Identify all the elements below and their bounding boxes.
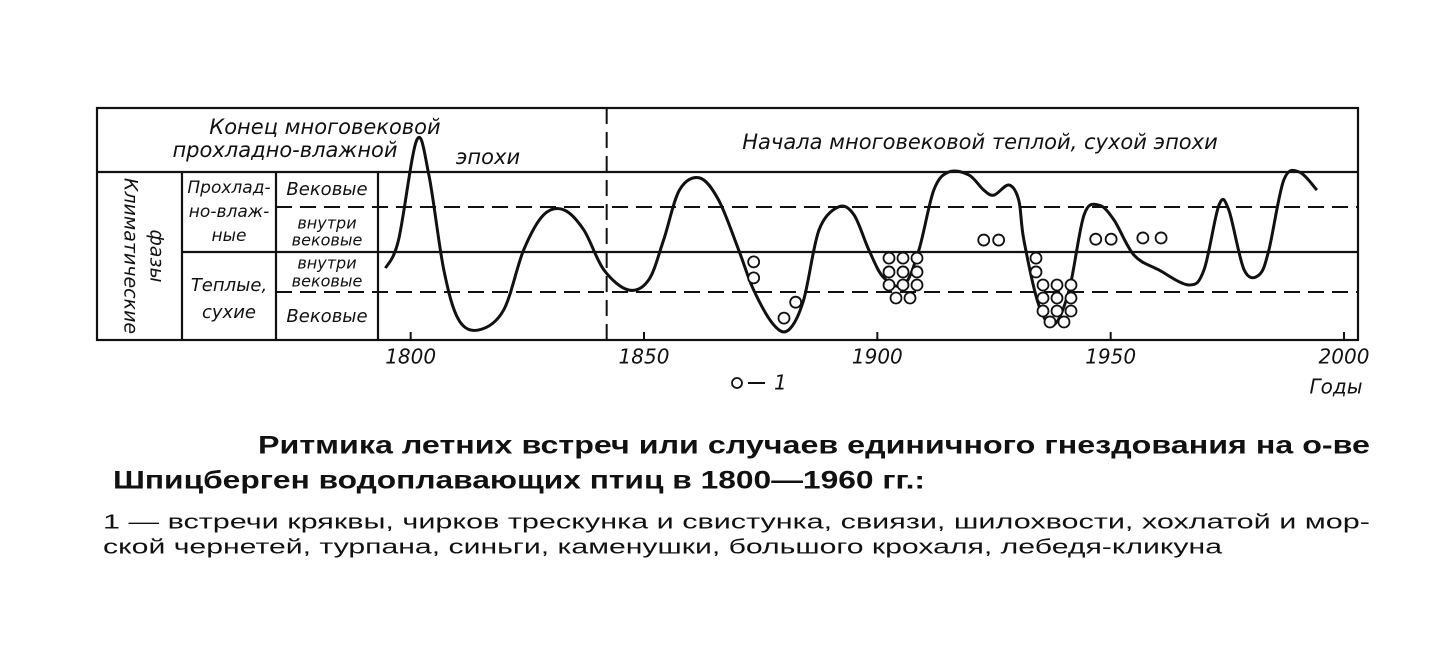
record-point — [1057, 315, 1071, 329]
header-right: Начала многовековой теплой, сухой эпохи — [742, 130, 1217, 154]
record-point — [896, 265, 910, 279]
record-point — [903, 291, 917, 305]
phase-row: вековые — [292, 272, 363, 291]
x-tick-label: 1900 — [852, 345, 903, 369]
x-tick-label: 1800 — [385, 345, 436, 369]
phase-row: внутри — [297, 214, 356, 233]
record-point — [777, 311, 791, 325]
record-point — [747, 255, 761, 269]
record-point — [1154, 231, 1168, 245]
caption-title: Ритмика летних встреч или случаев единич… — [258, 432, 1370, 460]
record-point — [1029, 251, 1043, 265]
record-point — [1029, 265, 1043, 279]
record-point — [1036, 278, 1050, 292]
table-frame — [95, 106, 1360, 342]
record-point — [747, 271, 761, 285]
record-point — [789, 295, 803, 309]
record-point — [882, 251, 896, 265]
record-point — [896, 251, 910, 265]
record-point — [1064, 278, 1078, 292]
phase-row: Вековые — [286, 179, 367, 200]
row-axis-label: фазы — [146, 230, 168, 283]
record-point — [1050, 278, 1064, 292]
record-point — [910, 251, 924, 265]
record-point — [910, 278, 924, 292]
record-point — [1050, 291, 1064, 305]
phase-row: внутри — [297, 254, 356, 273]
x-tick-label: 1950 — [1085, 345, 1136, 369]
x-axis-label: Годы — [1310, 375, 1363, 399]
record-point — [882, 278, 896, 292]
header-left: эпохи — [456, 145, 520, 169]
record-point — [992, 233, 1006, 247]
x-tick-label: 1850 — [619, 345, 670, 369]
record-point — [1104, 232, 1118, 246]
record-point — [1136, 231, 1150, 245]
row-axis-label: Климатические — [120, 178, 142, 334]
x-tick-label: 2000 — [1319, 345, 1370, 369]
outer-frame — [95, 106, 1360, 342]
phase-group: Теплые, — [191, 275, 267, 296]
climate-curve — [384, 136, 1319, 334]
caption-title: Шпицберген водоплавающих птиц в 1800—196… — [113, 467, 925, 495]
record-point — [1043, 315, 1057, 329]
legend-label: 1 — [774, 371, 787, 395]
phase-group: но-влаж- — [189, 202, 269, 222]
record-point — [1064, 291, 1078, 305]
record-point — [1050, 304, 1064, 318]
record-point — [1064, 304, 1078, 318]
phase-group: Прохлад- — [187, 178, 270, 198]
phase-row: Вековые — [286, 306, 367, 327]
record-point — [910, 265, 924, 279]
caption-note: ской чернетей, турпана, синьги, каменушк… — [103, 536, 1223, 558]
legend-symbol — [731, 377, 743, 389]
phase-group: ные — [212, 226, 247, 246]
phase-row: вековые — [292, 231, 363, 250]
record-point — [977, 233, 991, 247]
caption-note: 1 — встречи кряквы, чирков трескунка и с… — [103, 511, 1370, 533]
record-point — [1089, 232, 1103, 246]
record-point — [1036, 304, 1050, 318]
phase-group: сухие — [202, 302, 256, 323]
header-left: Конец многовековой — [209, 115, 440, 139]
record-point — [882, 265, 896, 279]
record-point — [1036, 291, 1050, 305]
legend: 1 — [731, 371, 787, 395]
record-point — [896, 278, 910, 292]
record-point — [889, 291, 903, 305]
header-left: прохладно-влажной — [172, 138, 397, 162]
